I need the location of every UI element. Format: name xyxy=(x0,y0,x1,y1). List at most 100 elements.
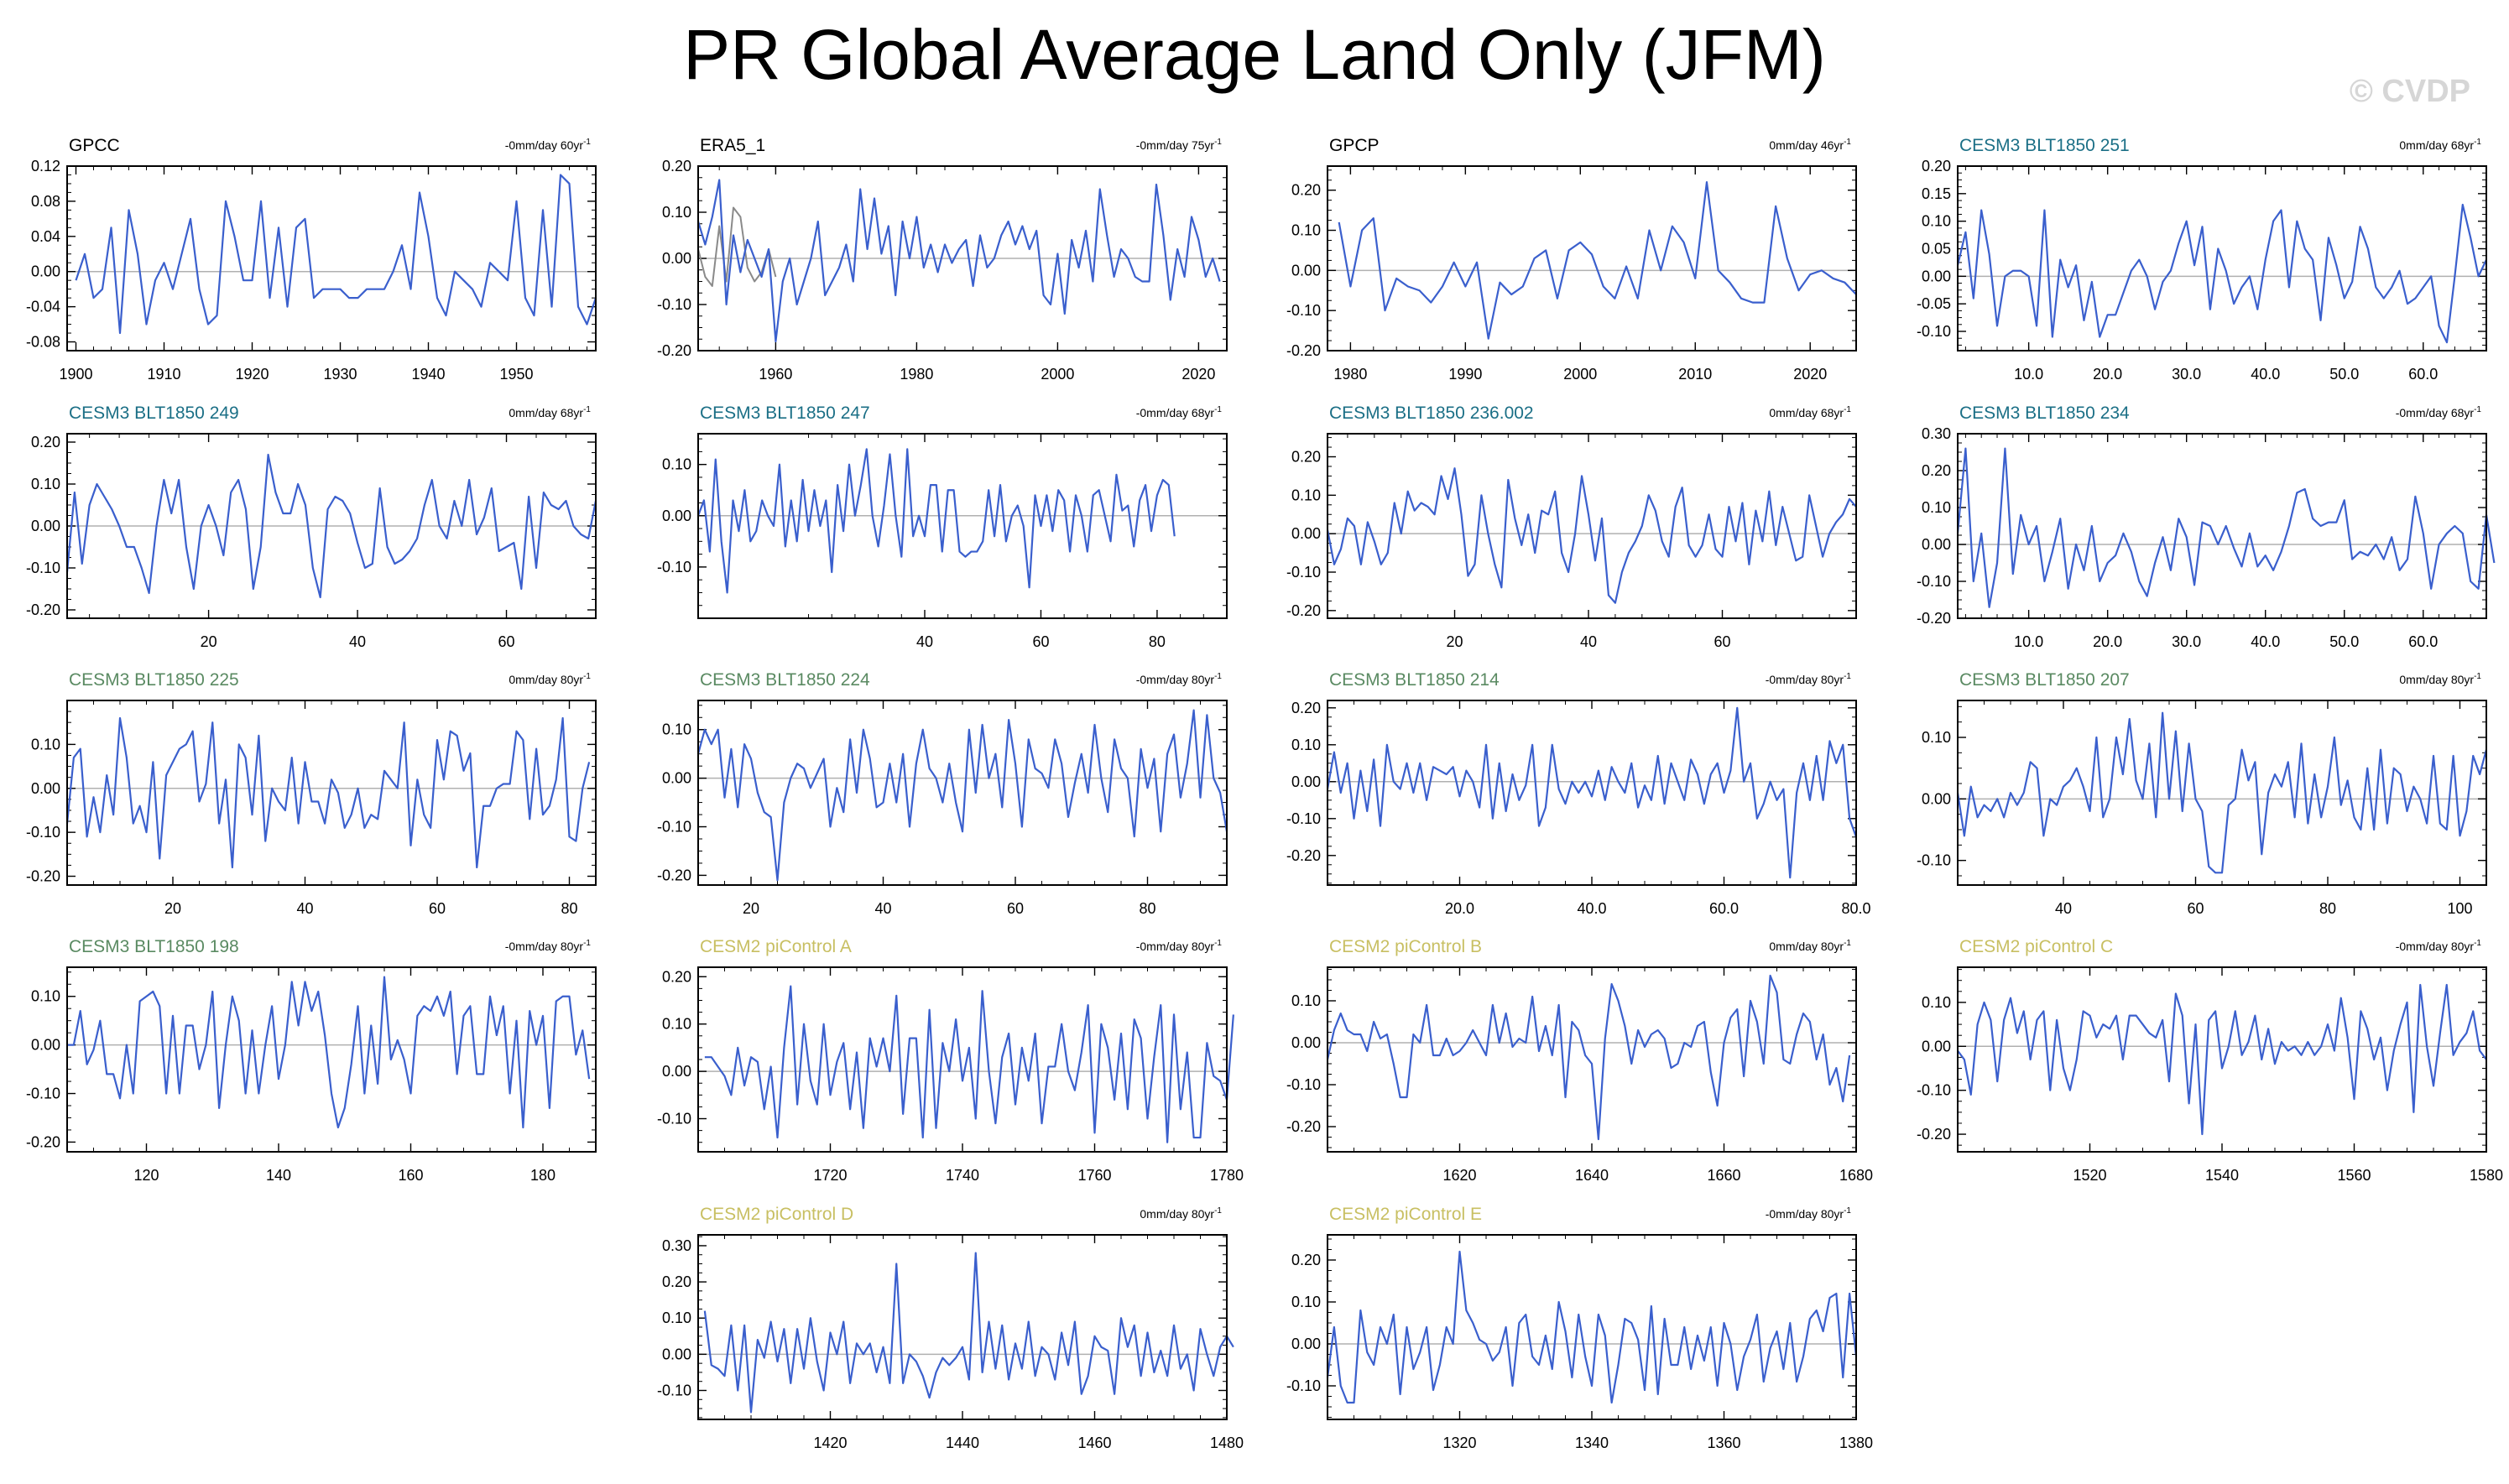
y-tick-label: 0.20 xyxy=(1291,449,1321,466)
series-line xyxy=(696,448,1176,594)
plot-frame xyxy=(697,165,1228,351)
y-tick-label: 0.10 xyxy=(1291,737,1321,753)
x-tick-label: 1580 xyxy=(2470,1167,2503,1184)
y-tick-label: -0.20 xyxy=(1286,1118,1321,1135)
y-tick-label: -0.10 xyxy=(1286,302,1321,319)
plot-frame xyxy=(1327,1234,1857,1420)
series-line xyxy=(696,709,1228,882)
y-tick-label: 0.20 xyxy=(31,434,60,450)
x-tick-label: 60.0 xyxy=(2408,366,2438,383)
panel-units: -0mm/day 60yr-1 xyxy=(505,138,592,152)
y-tick-label: 0.10 xyxy=(31,476,60,492)
panel-title: ERA5_1 xyxy=(700,136,765,155)
y-tick-label: 0.10 xyxy=(662,1310,691,1326)
plot-frame xyxy=(66,966,597,1153)
y-tick-label: 0.20 xyxy=(1922,462,1951,479)
panel-units: -0mm/day 80yr-1 xyxy=(1766,672,1852,686)
x-tick-label: 60 xyxy=(1714,633,1730,650)
series-line xyxy=(1956,711,2488,874)
x-tick-label: 1720 xyxy=(813,1167,847,1184)
x-tick-label: 2000 xyxy=(1041,366,1074,383)
panel-units: -0mm/day 75yr-1 xyxy=(1136,138,1223,152)
x-tick-label: 160 xyxy=(398,1167,423,1184)
y-tick-label: -0.10 xyxy=(657,1111,691,1127)
y-tick-label: 0.00 xyxy=(662,508,691,524)
y-tick-label: 0.00 xyxy=(31,1037,60,1054)
x-tick-label: 40 xyxy=(874,900,891,917)
y-tick-label: 0.20 xyxy=(1922,158,1951,174)
x-tick-label: 1680 xyxy=(1839,1167,1873,1184)
y-tick-label: 0.00 xyxy=(31,263,60,280)
units-exponent: -1 xyxy=(1844,405,1851,414)
panel-units: -0mm/day 80yr-1 xyxy=(1766,1206,1852,1221)
plot-frame xyxy=(1957,700,2487,886)
panel-units: -0mm/day 80yr-1 xyxy=(1136,672,1223,686)
y-tick-label: 0.10 xyxy=(1922,499,1951,516)
y-tick-label: 0.00 xyxy=(1291,525,1321,542)
x-tick-label: 1980 xyxy=(1333,366,1367,383)
panel-units: 0mm/day 68yr-1 xyxy=(509,405,591,419)
x-tick-label: 1990 xyxy=(1448,366,1482,383)
x-tick-label: 40 xyxy=(1580,633,1597,650)
y-tick-label: 0.30 xyxy=(662,1237,691,1254)
x-tick-label: 40 xyxy=(296,900,313,917)
panel-title: CESM3 BLT1850 234 xyxy=(1959,404,2130,423)
x-tick-label: 20 xyxy=(743,900,759,917)
x-tick-label: 1920 xyxy=(235,366,269,383)
panel-units: 0mm/day 80yr-1 xyxy=(2399,672,2481,686)
y-tick-label: 0.00 xyxy=(1291,1336,1321,1352)
x-tick-label: 1640 xyxy=(1575,1167,1609,1184)
y-tick-label: 0.10 xyxy=(662,204,691,221)
panel-gpcc: GPCC -0mm/day 60yr-1 -0.08 -0.04 0.00 0.04 0.0… xyxy=(26,136,597,383)
x-tick-label: 60 xyxy=(429,900,446,917)
y-tick-label: -0.10 xyxy=(657,559,691,575)
x-tick-label: 2010 xyxy=(1678,366,1712,383)
y-tick-label: -0.20 xyxy=(1286,602,1321,619)
y-tick-label: -0.10 xyxy=(657,296,691,313)
units-exponent: -1 xyxy=(1844,1206,1851,1216)
y-tick-label: 0.10 xyxy=(31,736,60,752)
cvdp-watermark: © CVDP xyxy=(2349,74,2470,109)
y-tick-label: 0.10 xyxy=(1291,487,1321,503)
plot-frame xyxy=(697,433,1228,619)
units-exponent: -1 xyxy=(1844,672,1851,681)
plot-frame xyxy=(66,700,597,886)
series-line xyxy=(1957,983,2487,1136)
y-tick-label: 0.10 xyxy=(1291,992,1321,1009)
plot-frame xyxy=(697,966,1228,1153)
x-tick-label: 1440 xyxy=(946,1435,979,1451)
y-tick-label: 0.10 xyxy=(1291,222,1321,239)
y-tick-label: 0.00 xyxy=(1922,1038,1951,1054)
x-tick-label: 80 xyxy=(561,900,577,917)
x-tick-label: 1560 xyxy=(2337,1167,2371,1184)
y-tick-label: 0.30 xyxy=(1922,425,1951,442)
units-exponent: -1 xyxy=(2474,405,2481,414)
y-tick-label: 0.15 xyxy=(1922,185,1951,202)
plot-frame xyxy=(1327,433,1857,619)
x-tick-label: 1660 xyxy=(1707,1167,1740,1184)
series-line xyxy=(67,976,591,1129)
y-tick-label: 0.00 xyxy=(31,518,60,534)
y-tick-label: 0.10 xyxy=(662,721,691,738)
panel-cesm3-blt1850-236-002: CESM3 BLT1850 236.002 0mm/day 68yr-1 -0.20… xyxy=(1286,404,1857,650)
units-exponent: -1 xyxy=(1844,939,1851,948)
panel-title: CESM2 piControl B xyxy=(1329,937,1482,956)
plot-frame xyxy=(66,433,597,619)
panel-cesm3-blt1850-249: CESM3 BLT1850 249 0mm/day 68yr-1 -0.20 -0.1… xyxy=(26,404,597,650)
panel-units: 0mm/day 46yr-1 xyxy=(1769,138,1851,152)
panel-cesm3-blt1850-207: CESM3 BLT1850 207 0mm/day 80yr-1 -0.10 0.00… xyxy=(1917,670,2488,917)
series-line xyxy=(703,1252,1234,1414)
y-tick-label: 0.10 xyxy=(31,988,60,1005)
y-tick-label: 0.08 xyxy=(31,193,60,210)
panel-units: -0mm/day 68yr-1 xyxy=(1136,405,1223,419)
panel-units: 0mm/day 80yr-1 xyxy=(1140,1206,1222,1221)
plot-frame xyxy=(1327,165,1857,351)
panel-title: CESM3 BLT1850 207 xyxy=(1959,670,2130,690)
x-tick-label: 1520 xyxy=(2073,1167,2106,1184)
y-tick-label: 0.10 xyxy=(1922,729,1951,746)
x-tick-label: 20 xyxy=(164,900,181,917)
panel-era5-1: ERA5_1 -0mm/day 75yr-1 -0.20 -0.10 0.00 0.10 0… xyxy=(657,136,1228,383)
panel-cesm2-picontrol-e: CESM2 piControl E -0mm/day 80yr-1 -0.10 0.0… xyxy=(1286,1205,1873,1451)
x-tick-label: 1380 xyxy=(1839,1435,1873,1451)
x-tick-label: 20.0 xyxy=(2093,633,2122,650)
